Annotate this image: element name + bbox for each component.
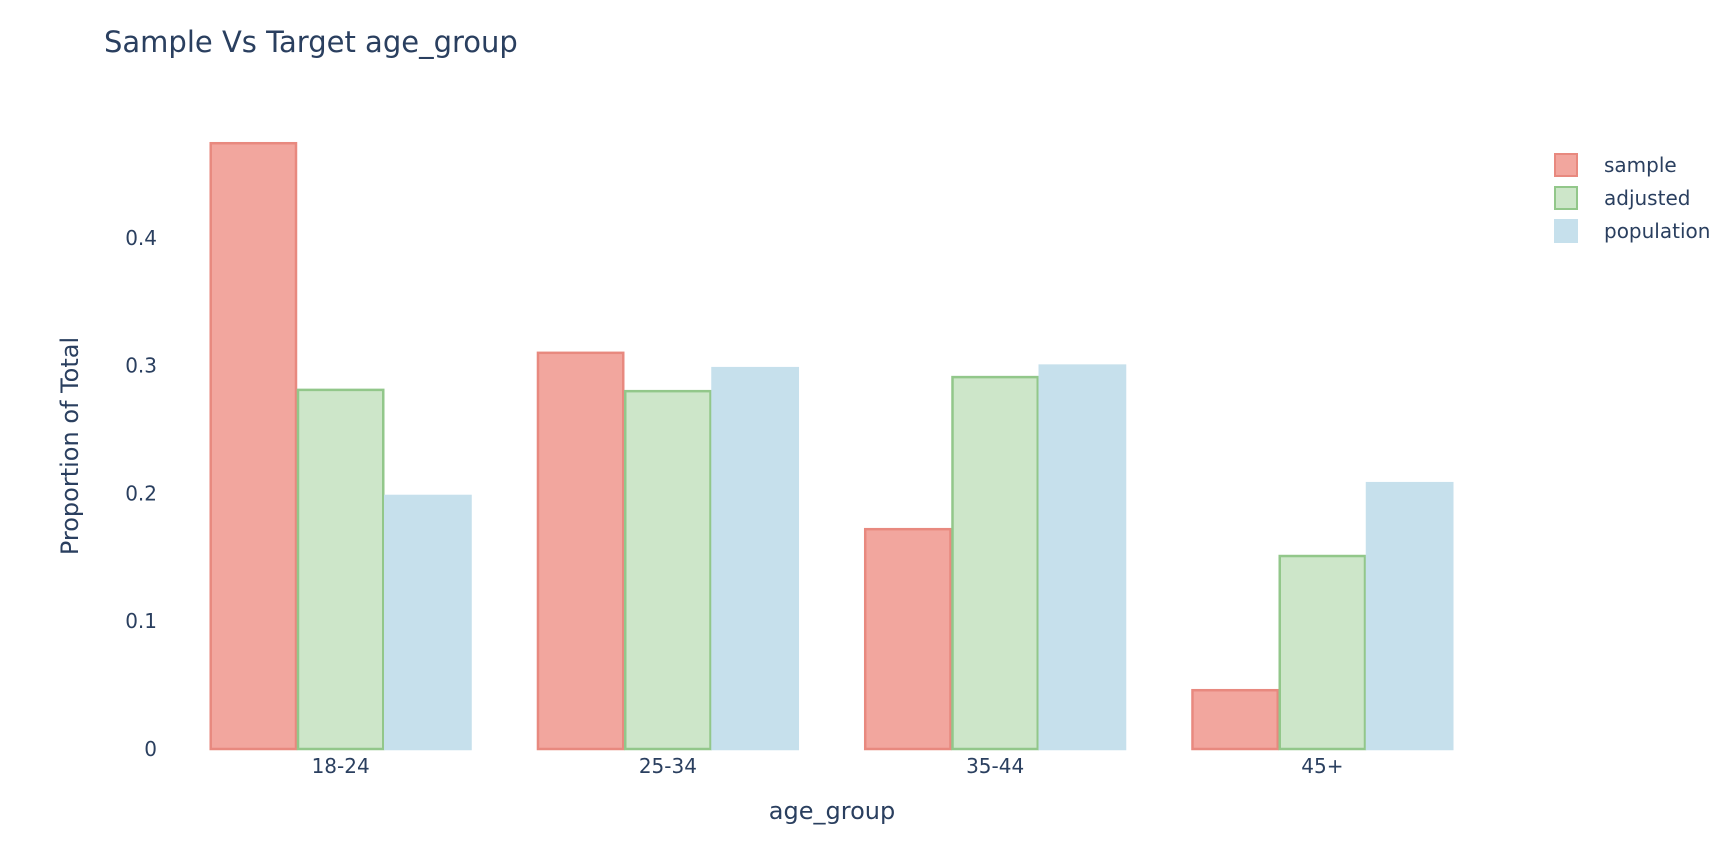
x-axis-ticks: 18-24 25-34 35-44 45+ [312, 754, 1344, 778]
bar-population-45+[interactable] [1365, 481, 1454, 751]
y-axis-title: Proportion of Total [56, 337, 84, 555]
y-tick-label: 0.4 [125, 226, 157, 250]
y-tick-label: 0 [144, 737, 157, 761]
bar-adjusted-35-44[interactable] [951, 375, 1040, 751]
y-tick-label: 0.3 [125, 354, 157, 378]
bar-adjusted-45+[interactable] [1278, 554, 1367, 751]
legend[interactable]: sample adjusted population [1554, 153, 1710, 243]
y-axis-ticks: 0 0.1 0.2 0.3 0.4 [125, 226, 157, 761]
legend-label-sample[interactable]: sample [1604, 153, 1677, 177]
x-axis-title: age_group [769, 797, 895, 825]
bar-population-25-34[interactable] [711, 366, 800, 751]
legend-label-adjusted[interactable]: adjusted [1604, 186, 1690, 210]
y-tick-label: 0.2 [125, 481, 157, 505]
x-tick-label: 45+ [1301, 754, 1343, 778]
x-tick-label: 18-24 [312, 754, 370, 778]
bar-population-35-44[interactable] [1038, 364, 1127, 751]
bar-sample-25-34[interactable] [536, 351, 625, 751]
bar-sample-18-24[interactable] [209, 141, 298, 751]
bar-population-18-24[interactable] [384, 494, 472, 751]
legend-swatch-adjusted[interactable] [1554, 186, 1578, 210]
bar-sample-45+[interactable] [1191, 688, 1279, 751]
legend-label-population[interactable]: population [1604, 219, 1710, 243]
x-tick-label: 25-34 [639, 754, 697, 778]
legend-swatch-population[interactable] [1554, 219, 1578, 243]
x-tick-label: 35-44 [966, 754, 1024, 778]
bar-adjusted-25-34[interactable] [623, 389, 712, 751]
bars-group [209, 141, 1454, 751]
legend-swatch-sample[interactable] [1554, 153, 1578, 177]
bar-adjusted-18-24[interactable] [296, 388, 385, 751]
y-tick-label: 0.1 [125, 609, 157, 633]
chart-title: Sample Vs Target age_group [104, 25, 518, 59]
bar-sample-35-44[interactable] [863, 527, 952, 751]
